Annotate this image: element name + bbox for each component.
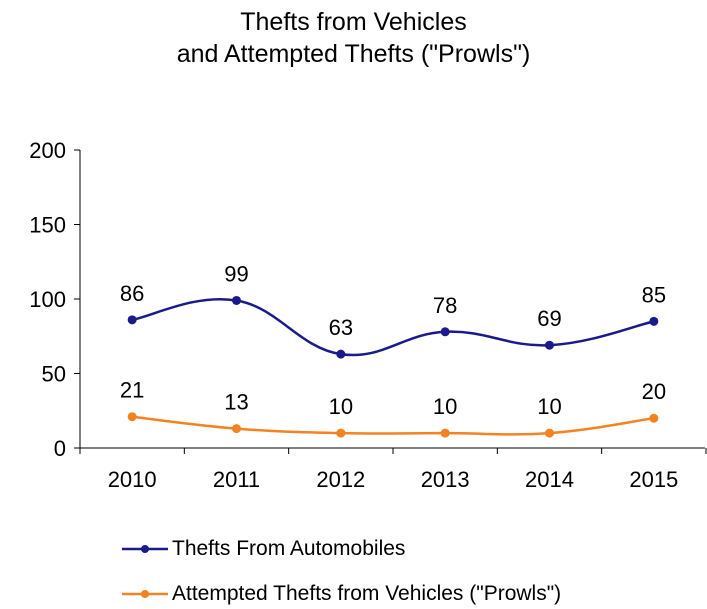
data-label-1: 10: [433, 394, 457, 419]
data-label-1: 20: [642, 379, 666, 404]
data-point-1: [440, 428, 450, 438]
x-tick-label: 2015: [629, 467, 678, 492]
y-tick-label: 50: [42, 362, 66, 387]
y-tick-label: 200: [29, 138, 66, 163]
legend-label-attempted-thefts: Attempted Thefts from Vehicles ("Prowls"…: [172, 582, 562, 605]
legend-item-thefts-from-automobiles: Thefts From Automobiles: [120, 534, 405, 564]
legend-item-attempted-thefts: Attempted Thefts from Vehicles ("Prowls"…: [120, 579, 561, 609]
y-tick-label: 100: [29, 287, 66, 312]
x-tick-label: 2012: [316, 467, 365, 492]
data-point-1: [649, 413, 659, 423]
data-label-1: 21: [120, 378, 144, 403]
series-line-0: [131, 298, 655, 357]
data-label-0: 86: [120, 281, 144, 306]
y-tick-label: 0: [54, 436, 66, 461]
chart-title-line-1: Thefts from Vehicles: [240, 8, 467, 36]
data-point-0: [440, 327, 450, 337]
data-point-1: [336, 428, 346, 438]
data-point-0: [336, 349, 346, 359]
data-label-0: 99: [224, 261, 248, 286]
data-label-1: 10: [329, 394, 353, 419]
data-point-0: [232, 295, 241, 305]
data-label-1: 10: [537, 394, 561, 419]
data-point-0: [127, 315, 137, 325]
data-label-1: 13: [224, 390, 248, 415]
series-line-1: [132, 415, 655, 436]
chart-title-line-2: and Attempted Thefts ("Prowls"): [176, 40, 531, 68]
x-tick-label: 2011: [213, 467, 260, 492]
legend-swatch-thefts-icon: [122, 545, 168, 553]
data-label-0: 78: [433, 293, 457, 318]
x-tick-label: 2013: [421, 467, 470, 492]
data-label-0: 85: [642, 282, 666, 307]
y-tick-label: 150: [29, 213, 66, 238]
data-point-0: [649, 316, 659, 326]
data-point-1: [127, 412, 137, 422]
data-point-0: [545, 340, 554, 350]
x-tick-label: 2010: [108, 467, 157, 492]
data-label-0: 63: [329, 315, 353, 340]
data-label-0: 69: [537, 306, 561, 331]
legend-label-thefts-from-automobiles: Thefts From Automobiles: [172, 537, 406, 560]
data-point-1: [232, 424, 241, 434]
x-tick-label: 2014: [525, 467, 574, 492]
legend-swatch-prowls-icon: [122, 590, 168, 598]
data-point-1: [545, 428, 554, 438]
